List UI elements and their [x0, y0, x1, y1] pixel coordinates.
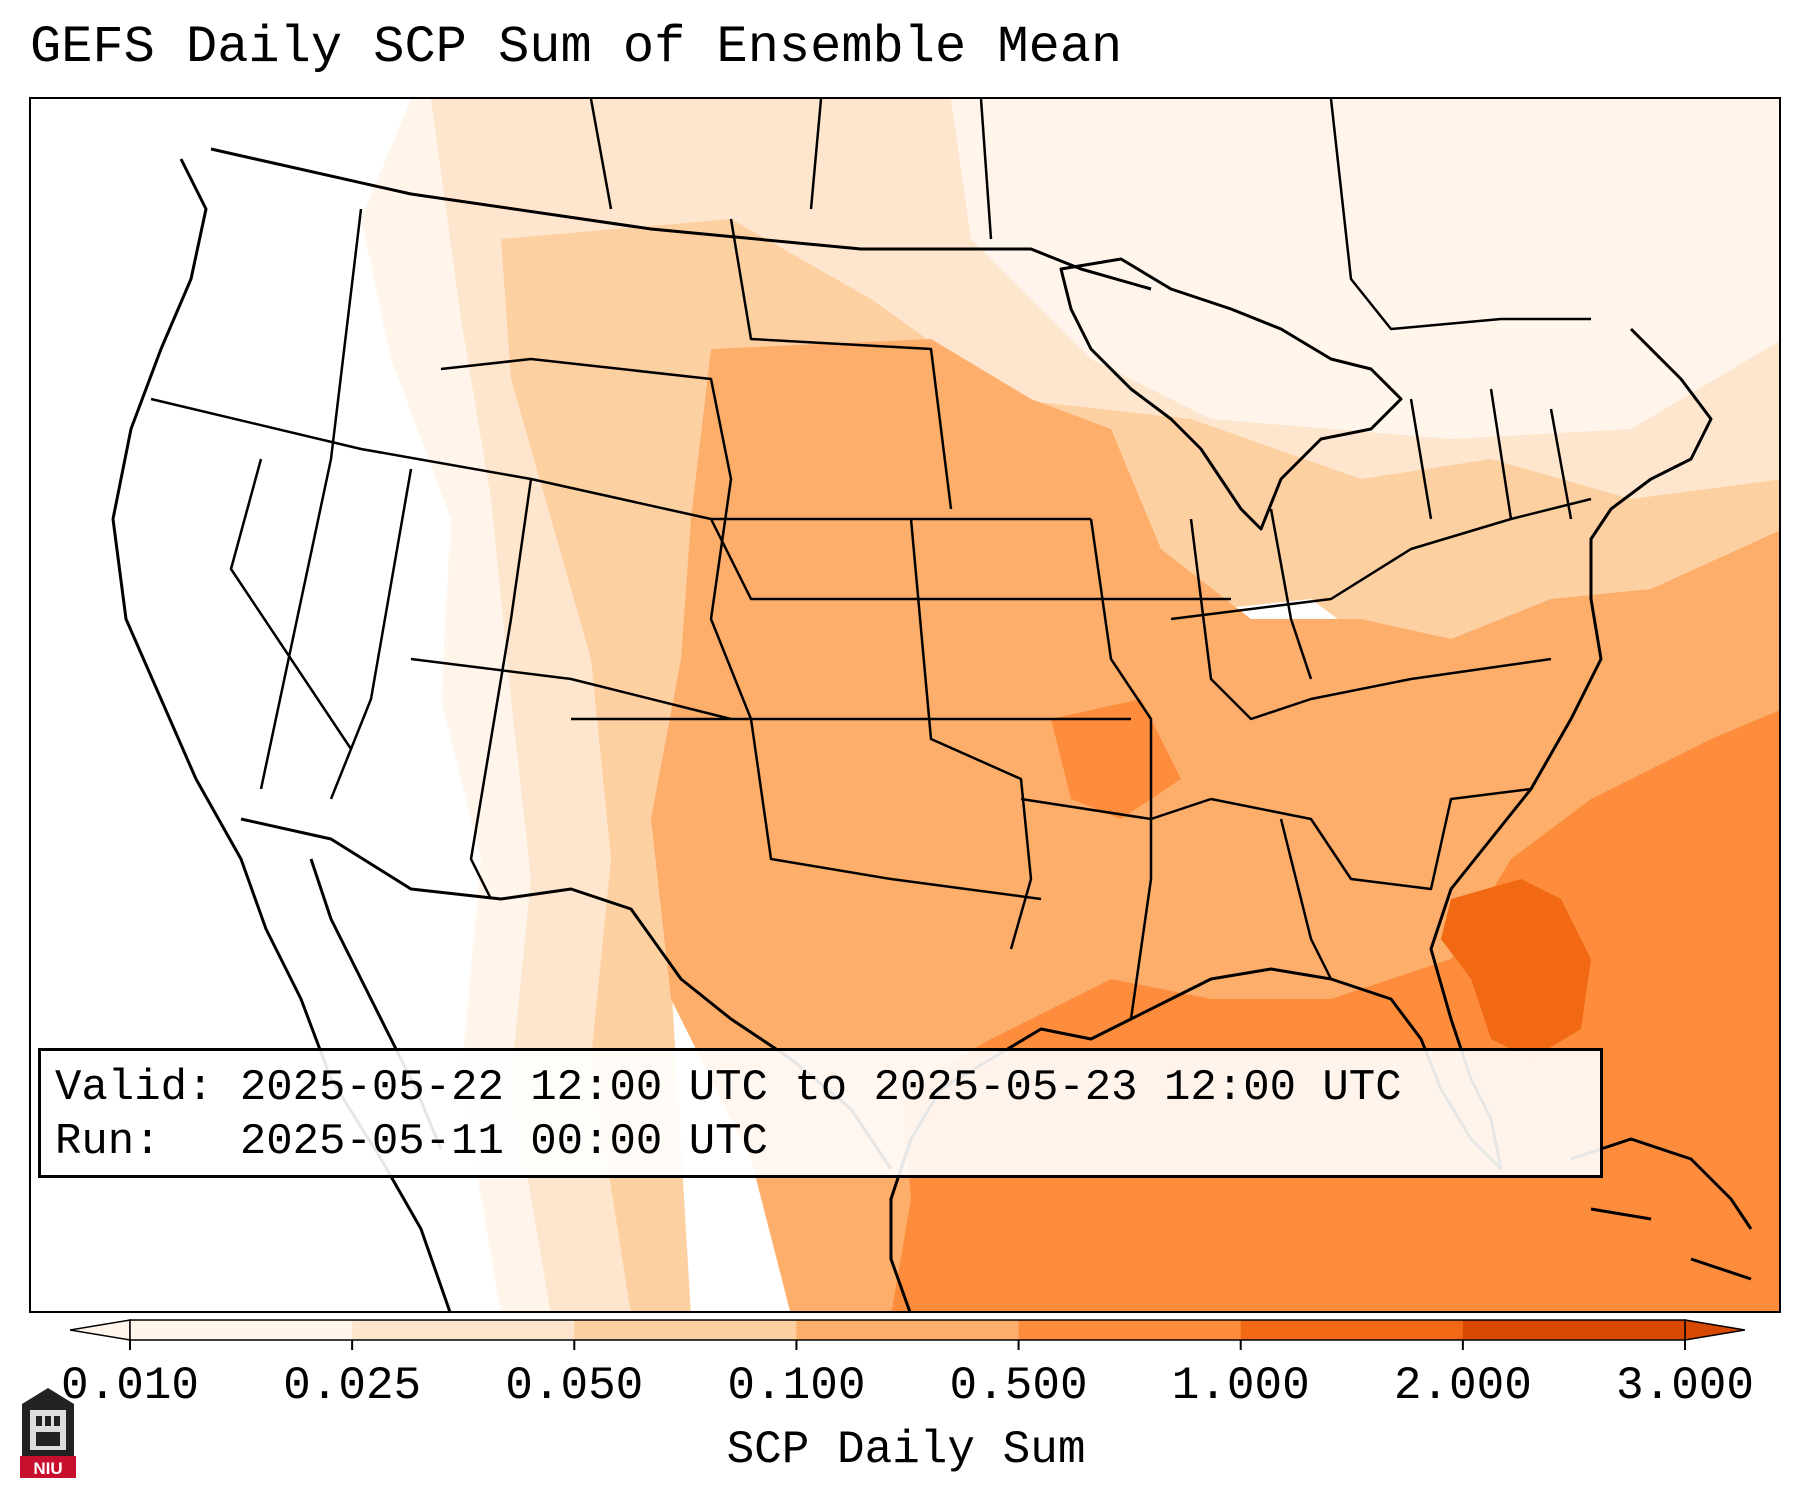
colorbar-segment: [1240, 1320, 1464, 1340]
colorbar-segments: [70, 1319, 1745, 1341]
valid-time-text: Valid: 2025-05-22 12:00 UTC to 2025-05-2…: [55, 1063, 1402, 1113]
us-canada-border: [210, 147, 1152, 291]
great-lakes-outline: [1059, 257, 1403, 531]
caribbean-islands: [1570, 1137, 1753, 1281]
niu-logo: NIU: [20, 1388, 76, 1478]
scp-region-highest: [1441, 879, 1591, 1059]
colorbar-segment: [574, 1320, 797, 1340]
colorbar-segment: [796, 1320, 1020, 1340]
colorbar-ticks: [129, 1340, 1686, 1350]
colorbar-extend-high: [1684, 1319, 1745, 1341]
colorbar-tick-label: 2.000: [1393, 1360, 1532, 1412]
colorbar: [70, 1319, 1745, 1350]
scp-region-high-2: [1051, 699, 1181, 819]
colorbar-extend-low: [70, 1319, 131, 1341]
valid-run-info-box: Valid: 2025-05-22 12:00 UTC to 2025-05-2…: [38, 1048, 1603, 1178]
colorbar-segment: [1018, 1320, 1242, 1340]
colorbar-tick-label: 3.000: [1615, 1360, 1755, 1412]
northeast-coastline: [1429, 327, 1713, 1170]
colorbar-tick-label: 1.000: [1171, 1360, 1310, 1412]
state-lines: [150, 99, 1592, 1020]
colorbar-tick-label: 0.010: [60, 1360, 200, 1412]
niu-logo-text: NIU: [33, 1459, 62, 1478]
colorbar-label: SCP Daily Sum: [726, 1424, 1086, 1476]
chart-title: GEFS Daily SCP Sum of Ensemble Mean: [30, 18, 1123, 77]
colorbar-tick-label: 0.100: [727, 1360, 866, 1412]
run-time-text: Run: 2025-05-11 00:00 UTC: [55, 1117, 768, 1167]
colorbar-tick-label: 0.050: [505, 1360, 644, 1412]
colorbar-tick-label: 0.025: [283, 1360, 422, 1412]
colorbar-segment: [130, 1320, 353, 1340]
colorbar-segment: [352, 1320, 575, 1340]
colorbar-tick-label: 0.500: [949, 1360, 1088, 1412]
colorbar-border: [129, 1319, 1686, 1341]
colorbar-segment: [1462, 1320, 1686, 1340]
